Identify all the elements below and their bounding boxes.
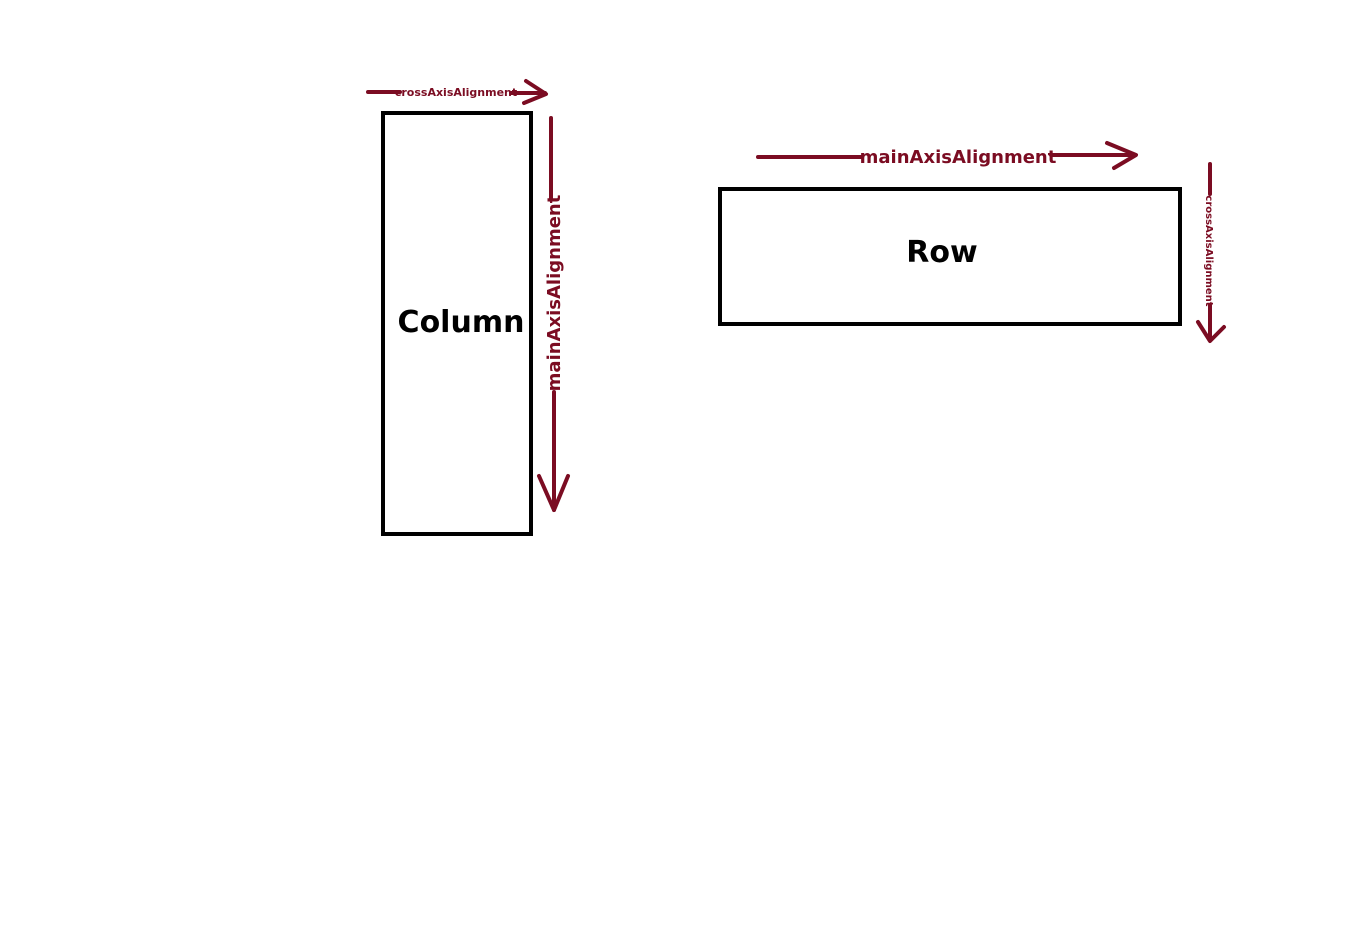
row-cross-axis-arrowhead	[1196, 320, 1226, 343]
column-label: Column	[398, 305, 525, 340]
row-cross-axis-arrow: crossAxisAlignment	[1196, 162, 1226, 343]
column-main-axis-label: mainAxisAlignment	[544, 194, 565, 391]
row-main-axis-arrow: mainAxisAlignment	[756, 141, 1138, 170]
row-main-axis-label: mainAxisAlignment	[860, 147, 1057, 168]
column-cross-axis-arrowhead	[522, 79, 548, 105]
row-main-axis-arrowhead	[1105, 141, 1138, 170]
column-main-axis-arrow: mainAxisAlignment	[537, 116, 570, 512]
column-box	[381, 111, 533, 536]
row-box	[718, 187, 1182, 326]
column-cross-axis-arrow: crossAxisAlignment	[366, 79, 548, 105]
row-cross-axis-label: crossAxisAlignment	[1203, 195, 1214, 306]
column-cross-axis-label: crossAxisAlignment	[395, 86, 517, 99]
row-group: Row mainAxisAlignment crossAxisAlignment	[718, 141, 1226, 343]
column-main-axis-arrowhead	[537, 474, 570, 512]
row-label: Row	[906, 235, 977, 270]
column-group: Column crossAxisAlignment mainAxisAlignm…	[366, 79, 570, 536]
